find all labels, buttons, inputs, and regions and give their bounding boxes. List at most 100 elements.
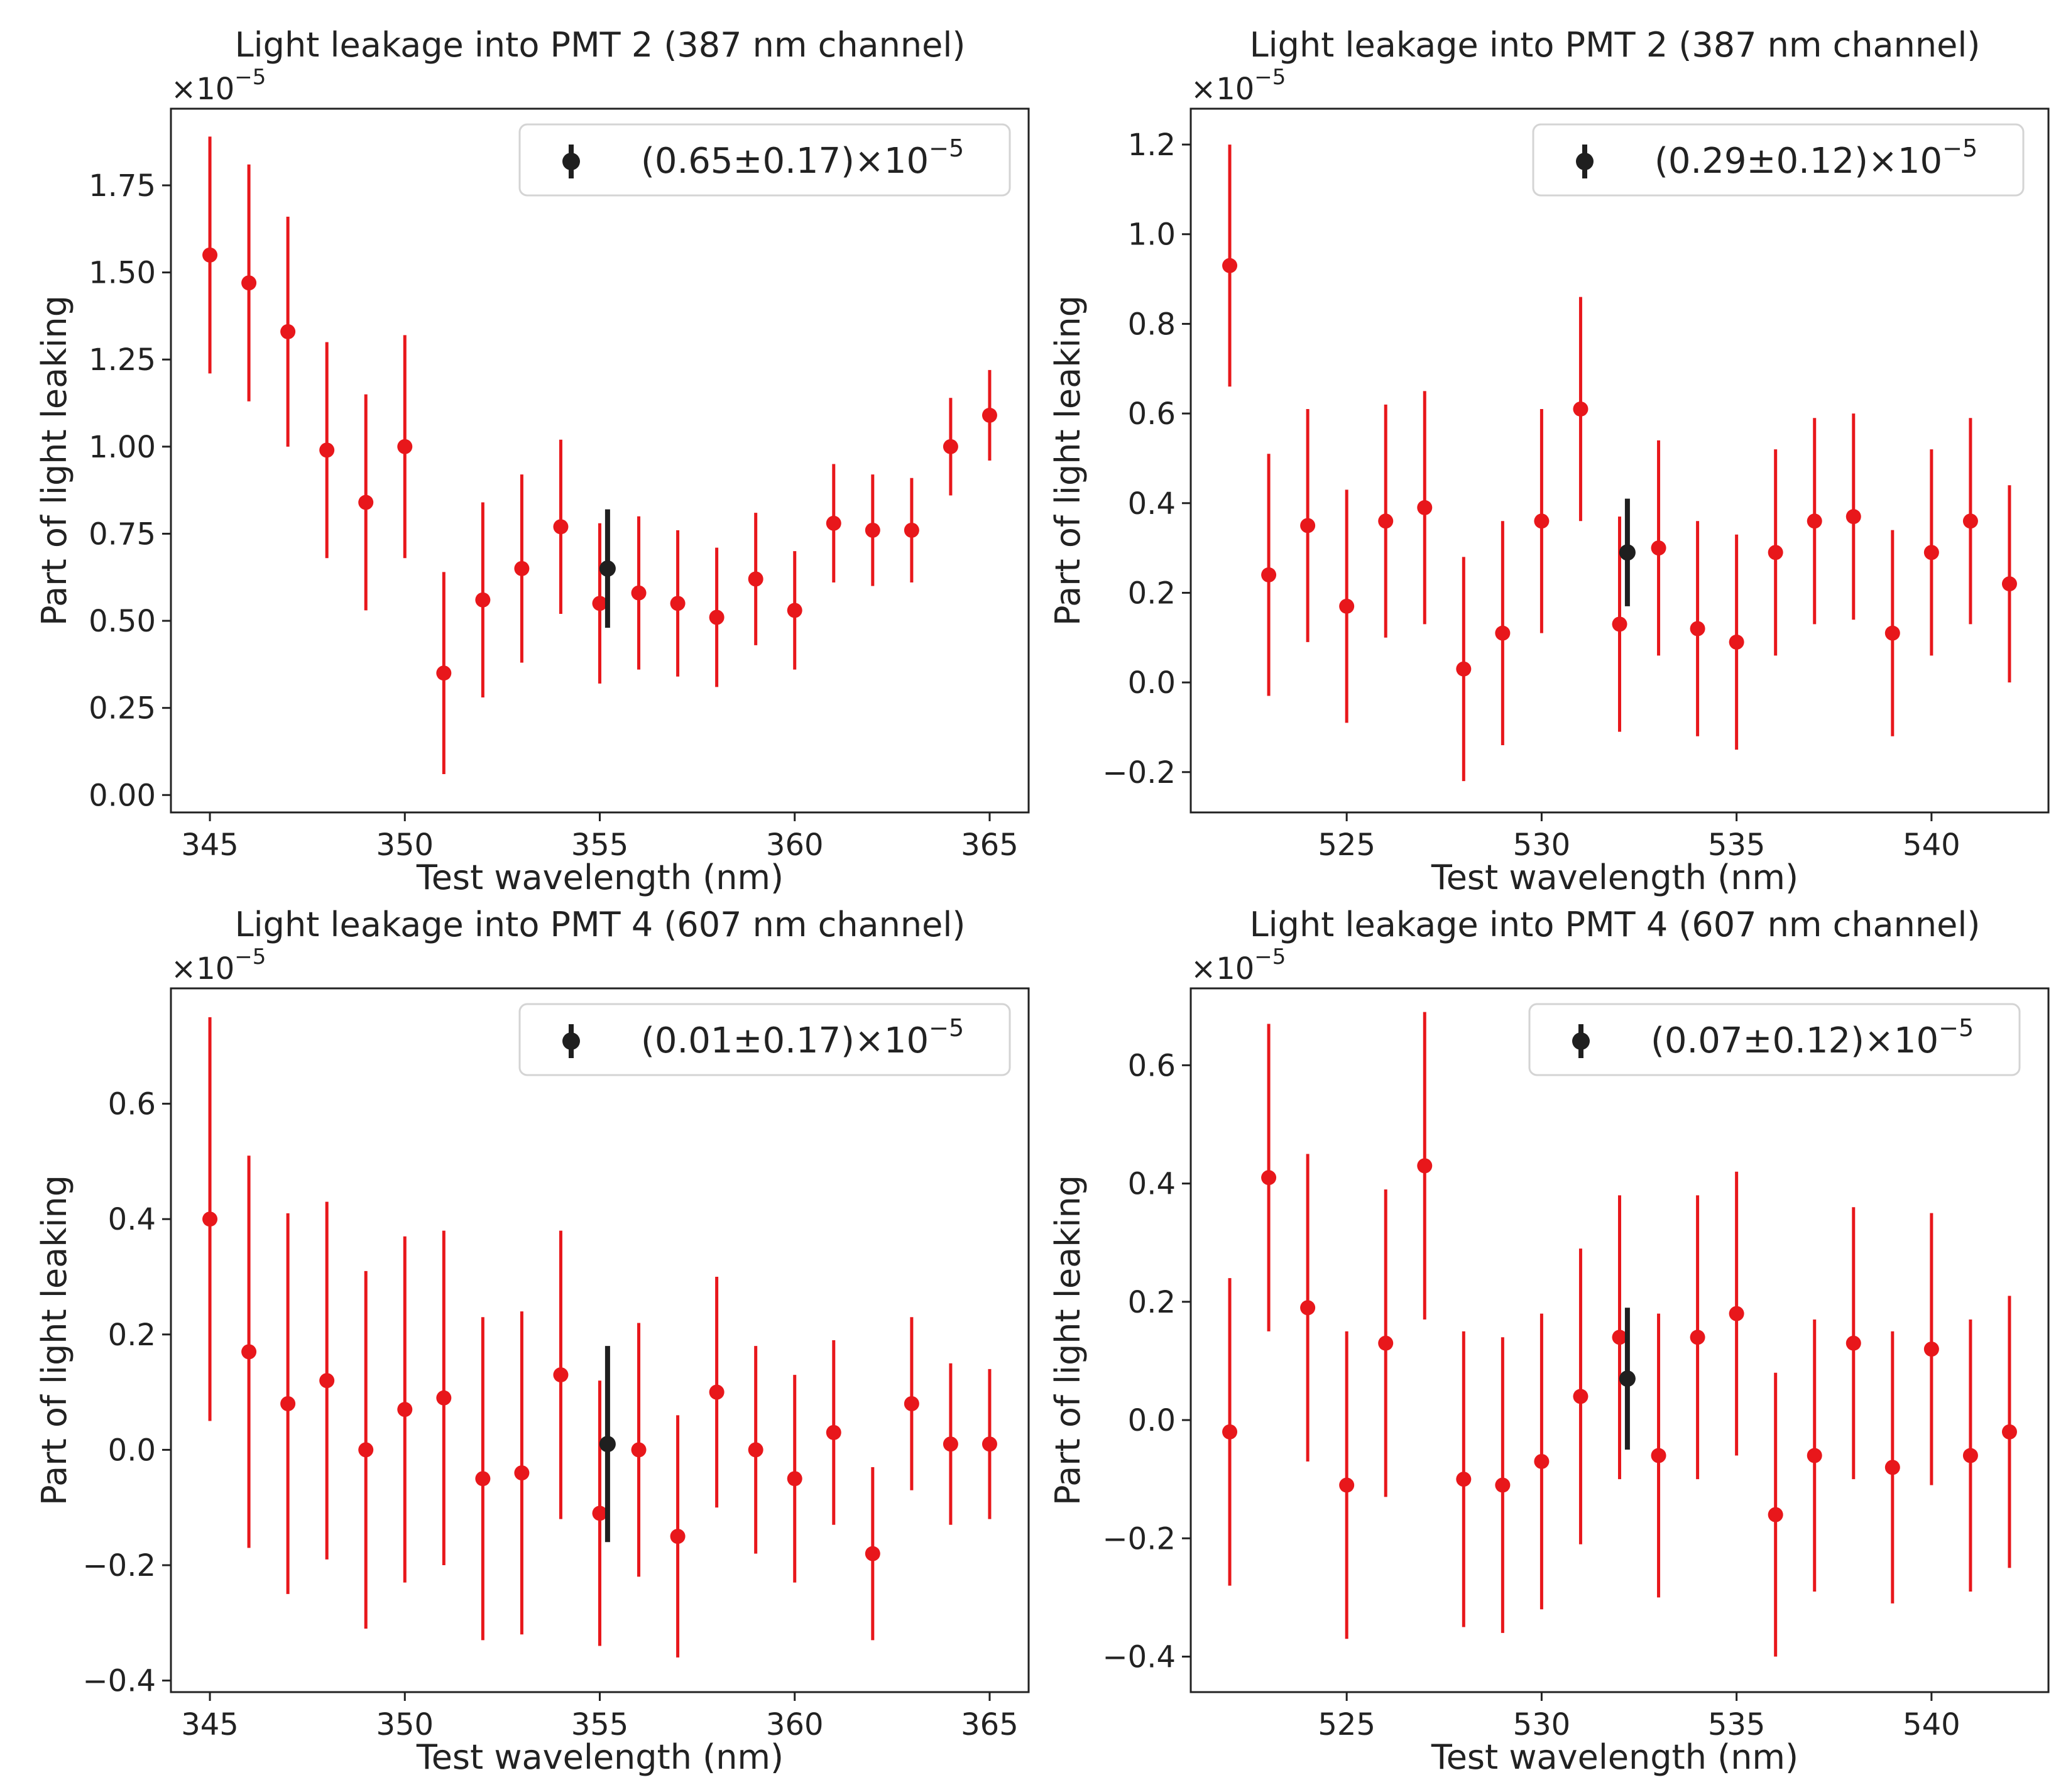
panel-3-legend-box bbox=[518, 1003, 1011, 1076]
panel-4-x-label: Test wavelength (nm) bbox=[1431, 1737, 1798, 1777]
panel-3-data-point bbox=[865, 1546, 880, 1561]
panel-4-scale-label: ×10−5 bbox=[1191, 944, 1286, 986]
panel-4-data-point bbox=[1651, 1448, 1666, 1463]
panel-3-y-label: Part of light leaking bbox=[35, 1175, 74, 1505]
panel-4-x-tick-label: 540 bbox=[1903, 1707, 1960, 1742]
panel-2-data-point bbox=[1729, 634, 1744, 650]
panel-3-data-point bbox=[904, 1396, 919, 1411]
panel-4-y-ticks: −0.4 −0.2 0.0 0.2 0.4 0.6 bbox=[1102, 1048, 1191, 1675]
panel-1-data-point bbox=[592, 596, 608, 611]
panel-4-x-tick-label: 530 bbox=[1513, 1707, 1571, 1742]
panel-1-legend-exponent: −5 bbox=[929, 134, 964, 162]
panel-1-legend-label: (0.65±0.17)×10−5 bbox=[641, 134, 964, 182]
panel-2-legend-text: (0.29±0.12)×10 bbox=[1654, 141, 1942, 182]
panel-3-data-point bbox=[943, 1436, 958, 1452]
panel-3-scale-label: ×10−5 bbox=[171, 944, 266, 986]
panel-3-x-tick-label: 360 bbox=[766, 1707, 824, 1742]
panel-1-legend-text: (0.65±0.17)×10 bbox=[641, 141, 929, 182]
panel-1-scale-exponent: −5 bbox=[234, 65, 266, 90]
panel-1-data-point bbox=[670, 596, 686, 611]
panel-2-axes-frame bbox=[1189, 107, 2050, 814]
panel-1-data-point bbox=[436, 665, 452, 681]
panel-4-data-point bbox=[1417, 1158, 1433, 1174]
panel-4-data-point bbox=[1845, 1335, 1861, 1351]
panel-1-axes-frame bbox=[170, 107, 1030, 814]
panel-4-data-point bbox=[2001, 1424, 2017, 1440]
panel-2-y-ticks: −0.2 0.0 0.2 0.4 0.6 0.8 1.0 1.2 bbox=[1102, 128, 1191, 790]
panel-4-legend-exponent: −5 bbox=[1938, 1014, 1974, 1042]
panel-1-data-point bbox=[865, 522, 880, 538]
panel-1-y-label: Part of light leaking bbox=[35, 295, 74, 626]
panel-3-legend-marker bbox=[562, 1032, 580, 1050]
panel-4-data-point bbox=[1768, 1507, 1783, 1522]
panel-4-data-point bbox=[1534, 1453, 1550, 1469]
panel-3-x-tick-label: 345 bbox=[181, 1707, 239, 1742]
panel-4-legend: (0.07±0.12)×10−5 bbox=[1528, 1003, 2021, 1076]
panel-1-data-point bbox=[904, 522, 919, 538]
panel-2-y-tick-label: 0.8 bbox=[1128, 307, 1176, 342]
panel-3-legend-label: (0.01±0.17)×10−5 bbox=[641, 1014, 964, 1061]
panel-3-x-ticks: 345 350 355 360 365 bbox=[181, 1692, 1019, 1742]
panel-2-y-tick-label: −0.2 bbox=[1102, 755, 1176, 790]
panel-1-y-ticks: 0.00 0.25 0.50 0.75 1.00 1.25 1.50 1.75 bbox=[89, 168, 171, 813]
panel-2-scale-label: ×10−5 bbox=[1191, 65, 1286, 107]
panel-2-data-point bbox=[1768, 545, 1783, 560]
panel-2-data-point bbox=[1261, 567, 1277, 582]
panel-2-data-point bbox=[1495, 625, 1511, 641]
panel-1-title: Light leakage into PMT 2 (387 nm channel… bbox=[235, 25, 966, 65]
panel-2-data-point bbox=[1222, 258, 1238, 273]
panel-1-data-point bbox=[748, 571, 763, 587]
panel-3-y-tick-label: −0.2 bbox=[82, 1548, 156, 1583]
panel-3-data-point bbox=[436, 1390, 452, 1406]
panel-1-y-tick-label: 1.50 bbox=[89, 256, 156, 291]
panel-2-data-point bbox=[1534, 513, 1550, 529]
panel-3-x-tick-label: 355 bbox=[571, 1707, 629, 1742]
panel-1-x-tick-label: 355 bbox=[571, 828, 629, 863]
panel-2-data-point bbox=[1923, 545, 1939, 560]
panel-2-data-point bbox=[1456, 661, 1472, 677]
panel-4-legend-text: (0.07±0.12)×10 bbox=[1651, 1020, 1938, 1061]
panel-4-data-point bbox=[1456, 1472, 1472, 1487]
panel-1-mean-point bbox=[599, 560, 616, 577]
panel-1-data-point bbox=[319, 442, 335, 458]
panel-1-data-point bbox=[202, 247, 218, 263]
panel-2-x-tick-label: 535 bbox=[1708, 828, 1766, 863]
panel-2-y-tick-label: 0.6 bbox=[1128, 396, 1176, 432]
panel-1: Light leakage into PMT 2 (387 nm channel… bbox=[35, 25, 1030, 897]
panel-4-y-label: Part of light leaking bbox=[1048, 1175, 1088, 1505]
panel-4-data-point bbox=[1690, 1330, 1705, 1345]
panel-1-data-point bbox=[358, 494, 374, 510]
panel-2: Light leakage into PMT 2 (387 nm channel… bbox=[1048, 25, 2050, 897]
panel-2-data-point bbox=[1845, 509, 1861, 525]
panel-2-legend-label: (0.29±0.12)×10−5 bbox=[1654, 134, 1977, 182]
panel-4-data-point bbox=[1612, 1330, 1627, 1345]
panel-4-data-point bbox=[1729, 1306, 1744, 1321]
panel-1-data-point bbox=[826, 515, 841, 531]
panel-4-legend-label: (0.07±0.12)×10−5 bbox=[1651, 1014, 1974, 1061]
panel-1-legend-marker bbox=[562, 153, 580, 170]
panel-2-data-point bbox=[1651, 540, 1666, 556]
panel-3-data-point bbox=[826, 1424, 841, 1440]
panel-4-data-point bbox=[1807, 1448, 1822, 1463]
panel-3-data-point bbox=[670, 1529, 686, 1544]
panel-1-data-point bbox=[475, 592, 491, 608]
panel-3-legend-text: (0.01±0.17)×10 bbox=[641, 1020, 929, 1061]
panel-1-y-tick-label: 1.75 bbox=[89, 168, 156, 204]
panel-1-data-point bbox=[514, 560, 530, 576]
panel-2-y-tick-label: 0.4 bbox=[1128, 486, 1176, 522]
panel-2-y-label: Part of light leaking bbox=[1048, 295, 1088, 626]
panel-2-x-tick-label: 530 bbox=[1513, 828, 1571, 863]
panel-4-legend-box bbox=[1528, 1003, 2021, 1076]
panel-2-y-tick-label: 1.0 bbox=[1128, 217, 1176, 253]
panel-3-y-tick-label: −0.4 bbox=[82, 1664, 156, 1699]
panel-1-y-tick-label: 1.00 bbox=[89, 430, 156, 465]
panel-4-y-tick-label: −0.2 bbox=[1102, 1521, 1176, 1556]
panel-2-data-point bbox=[1962, 513, 1978, 529]
panel-4-y-tick-label: 0.2 bbox=[1128, 1285, 1176, 1320]
panel-3-legend: (0.01±0.17)×10−5 bbox=[518, 1003, 1011, 1076]
panel-3-y-ticks: −0.4 −0.2 0.0 0.2 0.4 0.6 bbox=[82, 1087, 171, 1699]
panel-2-y-tick-label: 1.2 bbox=[1128, 128, 1176, 163]
panel-2-y-tick-label: 0.0 bbox=[1128, 665, 1176, 701]
panel-2-x-label: Test wavelength (nm) bbox=[1431, 858, 1798, 897]
